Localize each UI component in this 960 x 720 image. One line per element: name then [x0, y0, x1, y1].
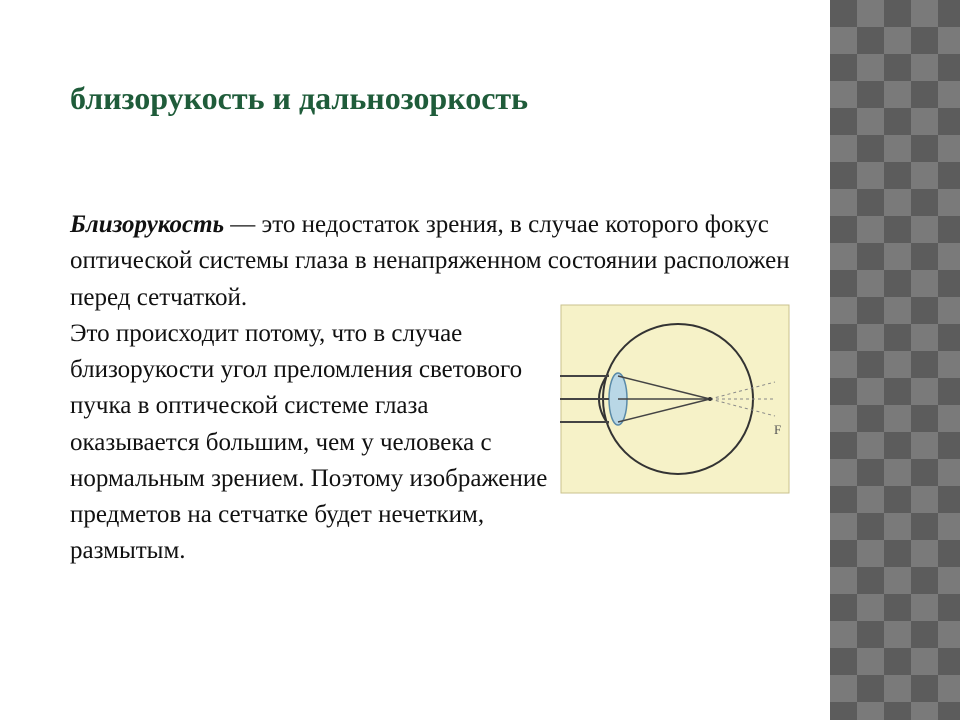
paragraph-2-row: Это происходит потому, что в случае близ…: [70, 316, 790, 570]
paragraph-2-text: Это происходит потому, что в случае близ…: [70, 316, 550, 570]
term-myopia: Близорукость: [70, 211, 224, 238]
slide: близорукость и дальнозоркость Близорукос…: [0, 0, 830, 720]
slide-title: близорукость и дальнозоркость: [70, 80, 790, 117]
paragraph-1: Близорукость — это недостаток зрения, в …: [70, 207, 790, 316]
focus-label: F: [774, 422, 781, 437]
eye-diagram: F: [560, 304, 790, 494]
focus-point: [708, 397, 712, 401]
slide-body: Близорукость — это недостаток зрения, в …: [70, 207, 790, 570]
slide-border-pattern: [830, 0, 960, 720]
